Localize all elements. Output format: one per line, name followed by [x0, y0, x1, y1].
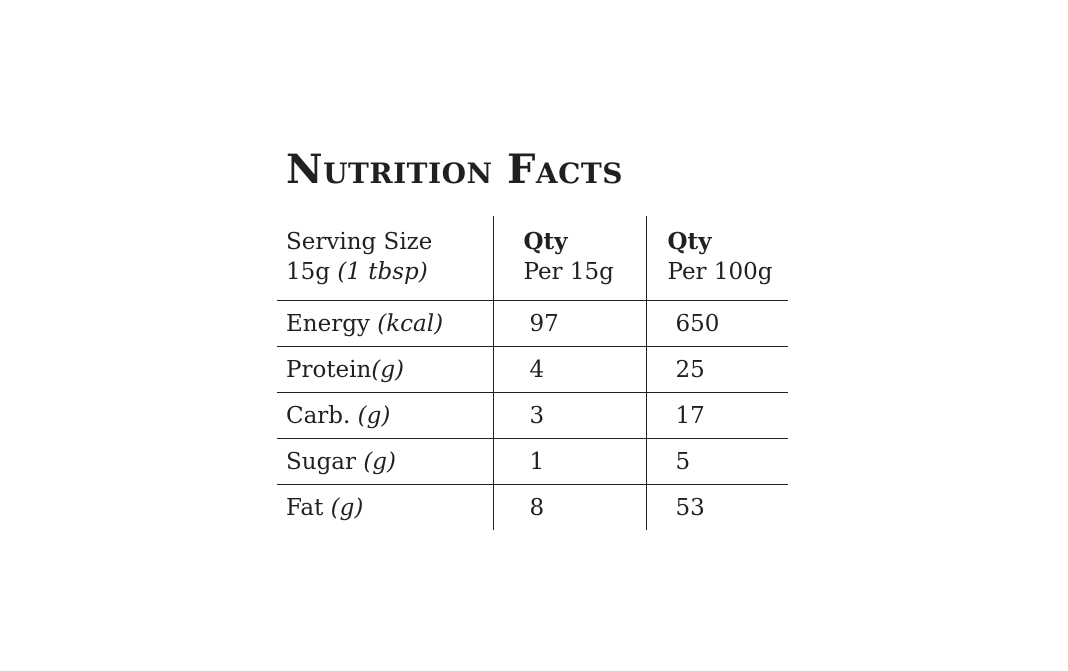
nutrient-name: Sugar (g)	[277, 438, 493, 485]
per-serving-value: 97	[492, 300, 646, 347]
per-100g-value: 17	[645, 392, 788, 439]
table-row-protein: Protein(g) 4 25	[277, 346, 788, 393]
per-serving-header: Qty Per 15g	[492, 216, 646, 301]
nutrient-label: Energy	[286, 310, 370, 337]
per-100g-title: Qty	[667, 228, 712, 255]
nutrient-label: Sugar	[286, 448, 356, 475]
nutrient-unit: (g)	[330, 494, 364, 521]
table-row-energy: Energy (kcal) 97 650	[277, 300, 788, 347]
serving-measure: (1 tbsp)	[337, 259, 428, 285]
nutrient-label: Carb.	[286, 402, 351, 429]
nutrient-name: Carb. (g)	[277, 392, 493, 439]
nutrition-table: Serving Size 15g (1 tbsp) Qty Per 15g Qt…	[277, 216, 788, 530]
per-100g-header: Qty Per 100g	[645, 216, 788, 301]
per-serving-subtitle: Per 15g	[523, 259, 614, 285]
nutrient-name: Protein(g)	[277, 346, 493, 393]
nutrient-unit: (kcal)	[377, 310, 444, 337]
page-title: Nutrition Facts	[286, 146, 623, 193]
per-serving-value: 1	[492, 438, 646, 485]
serving-size-label: Serving Size	[286, 229, 433, 255]
table-row-carb: Carb. (g) 3 17	[277, 392, 788, 439]
nutrient-label: Protein	[286, 356, 372, 383]
per-100g-value: 5	[645, 438, 788, 485]
table-header-row: Serving Size 15g (1 tbsp) Qty Per 15g Qt…	[277, 216, 788, 301]
per-serving-value: 3	[492, 392, 646, 439]
table-row-fat: Fat (g) 8 53	[277, 484, 788, 531]
per-serving-value: 4	[492, 346, 646, 393]
per-100g-subtitle: Per 100g	[667, 259, 773, 285]
serving-amount: 15g	[286, 259, 330, 285]
per-serving-title: Qty	[523, 228, 568, 255]
per-100g-value: 650	[645, 300, 788, 347]
nutrient-unit: (g)	[363, 448, 396, 475]
serving-size-header: Serving Size 15g (1 tbsp)	[277, 216, 493, 301]
nutrient-unit: (g)	[371, 356, 405, 383]
per-serving-value: 8	[492, 484, 646, 530]
nutrient-label: Fat	[286, 494, 324, 521]
per-100g-value: 53	[645, 484, 788, 530]
per-100g-value: 25	[645, 346, 788, 393]
nutrient-unit: (g)	[357, 402, 391, 429]
nutrient-name: Energy (kcal)	[277, 300, 493, 347]
nutrient-name: Fat (g)	[277, 485, 493, 531]
table-row-sugar: Sugar (g) 1 5	[277, 438, 788, 485]
serving-size-value: 15g (1 tbsp)	[286, 257, 493, 287]
